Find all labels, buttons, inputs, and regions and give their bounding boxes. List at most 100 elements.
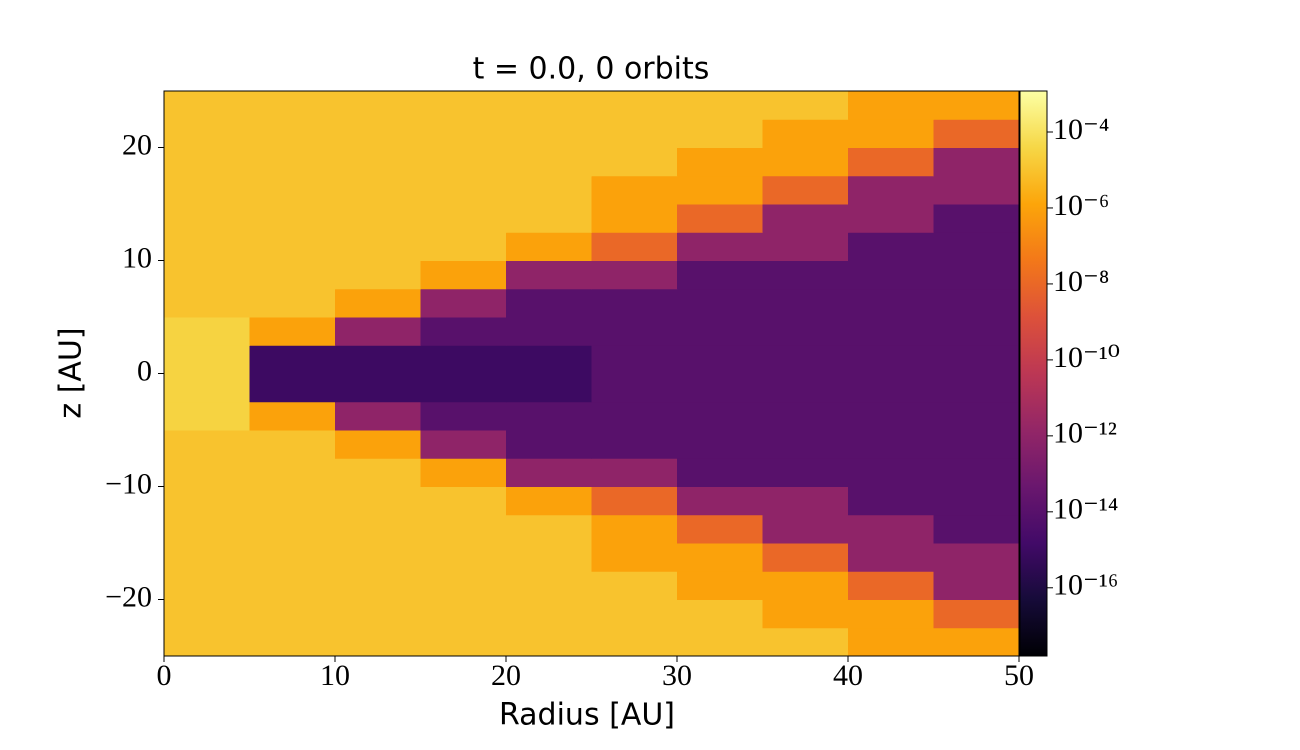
heatmap-cell: [335, 627, 421, 657]
heatmap-cell: [249, 260, 336, 290]
heatmap-cell: [933, 458, 1020, 487]
heatmap-cell: [335, 571, 421, 600]
heatmap-cell: [335, 91, 421, 120]
heatmap-cell: [677, 232, 763, 261]
heatmap-cell: [677, 401, 763, 431]
heatmap-cell: [249, 204, 336, 233]
heatmap-cell: [933, 91, 1020, 120]
x-tick-label: 20: [491, 659, 521, 692]
heatmap-cell: [249, 175, 336, 205]
heatmap-cell: [420, 119, 507, 148]
heatmap-cell: [677, 373, 763, 403]
heatmap-cell: [591, 232, 678, 261]
y-tick-label: −20: [105, 580, 152, 613]
heatmap-cell: [506, 232, 592, 261]
heatmap-cell: [249, 317, 336, 346]
heatmap-cell: [249, 91, 336, 120]
heatmap-cell: [420, 514, 507, 544]
heatmap-cell: [249, 627, 336, 657]
heatmap-cell: [848, 204, 934, 233]
heatmap-cell: [164, 91, 250, 120]
heatmap-cell: [420, 204, 507, 233]
heatmap-cell: [677, 599, 763, 629]
heatmap-cell: [335, 119, 421, 148]
heatmap-cell: [506, 260, 592, 290]
heatmap-cell: [762, 345, 849, 374]
heatmap-cell: [420, 175, 507, 205]
heatmap-cell: [677, 204, 763, 233]
x-tick-label: 40: [833, 659, 863, 692]
heatmap-cell: [762, 571, 849, 600]
heatmap-cell: [164, 175, 250, 205]
colorbar-tick-label: 10⁻⁸: [1053, 265, 1109, 298]
heatmap-cell: [335, 486, 421, 516]
heatmap-cell: [164, 514, 250, 544]
heatmap-cell: [506, 401, 592, 431]
heatmap-cell: [762, 401, 849, 431]
heatmap-cell: [506, 91, 592, 120]
heatmap-cell: [848, 599, 934, 629]
heatmap-cell: [420, 571, 507, 600]
heatmap-cell: [335, 458, 421, 487]
heatmap-cell: [591, 571, 678, 600]
heatmap-cell: [249, 345, 336, 374]
heatmap-cell: [848, 317, 934, 346]
heatmap-cell: [848, 260, 934, 290]
x-tick-label: 50: [1004, 659, 1034, 692]
x-tick-label: 0: [157, 659, 172, 692]
heatmap-cell: [506, 119, 592, 148]
heatmap-cell: [762, 175, 849, 205]
heatmap-cell: [591, 317, 678, 346]
colorbar-tick-label: 10⁻¹⁶: [1053, 569, 1118, 602]
heatmap-cell: [164, 627, 250, 657]
heatmap-cell: [164, 599, 250, 629]
heatmap-cell: [848, 288, 934, 318]
heatmap-cell: [335, 288, 421, 318]
heatmap-cell: [164, 147, 250, 177]
heatmap-cell: [249, 232, 336, 261]
heatmap-cell: [848, 345, 934, 374]
heatmap-cell: [591, 486, 678, 516]
heatmap-cell: [848, 543, 934, 572]
heatmap-cell: [848, 91, 934, 120]
heatmap-cell: [164, 458, 250, 487]
heatmap-cell: [848, 147, 934, 177]
heatmap-cell: [762, 204, 849, 233]
heatmap-cell: [933, 599, 1020, 629]
y-tick-label: 0: [137, 354, 152, 387]
heatmap-cell: [506, 486, 592, 516]
colorbar-tick-label: 10⁻¹²: [1053, 417, 1117, 450]
heatmap-cell: [591, 175, 678, 205]
heatmap-cell: [420, 317, 507, 346]
colorbar-tick-label: 10⁻¹⁴: [1053, 493, 1118, 526]
heatmap-cell: [762, 288, 849, 318]
heatmap-cell: [249, 373, 336, 403]
heatmap-cell: [335, 175, 421, 205]
colorbar-tick-label: 10⁻⁴: [1053, 113, 1109, 146]
heatmap-cell: [591, 430, 678, 459]
heatmap-cell: [420, 345, 507, 374]
heatmap-cell: [677, 430, 763, 459]
heatmap-cell: [848, 373, 934, 403]
heatmap-cell: [164, 373, 250, 403]
heatmap-cell: [249, 430, 336, 459]
heatmap-cell: [933, 232, 1020, 261]
heatmap-cell: [933, 401, 1020, 431]
heatmap-cell: [506, 458, 592, 487]
heatmap-cell: [249, 458, 336, 487]
heatmap-cell: [164, 204, 250, 233]
x-axis-label: Radius [AU]: [499, 698, 675, 733]
heatmap-cell: [420, 627, 507, 657]
heatmap-cell: [933, 543, 1020, 572]
heatmap-cell: [591, 599, 678, 629]
heatmap-cell: [933, 373, 1020, 403]
heatmap-cell: [677, 317, 763, 346]
y-axis-label: z [AU]: [54, 327, 89, 418]
heatmap-cell: [506, 147, 592, 177]
heatmap-cell: [335, 430, 421, 459]
heatmap-cell: [591, 260, 678, 290]
heatmap-cell: [420, 543, 507, 572]
heatmap-cell: [677, 486, 763, 516]
heatmap-cell: [249, 147, 336, 177]
x-tick-label: 30: [662, 659, 692, 692]
